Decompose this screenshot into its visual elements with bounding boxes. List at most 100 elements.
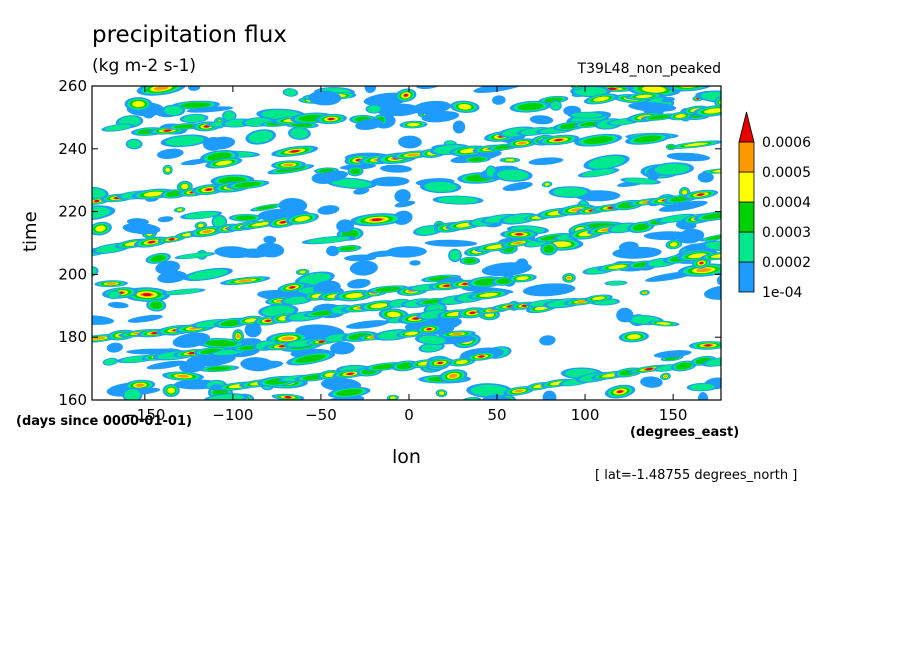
precip-contour: [188, 86, 201, 91]
precip-contour: [235, 215, 256, 221]
precip-contour: [716, 274, 721, 287]
precip-contour: [703, 285, 721, 300]
precip-contour: [283, 163, 294, 167]
precip-contour: [660, 214, 693, 223]
precip-contour: [335, 389, 363, 396]
precip-contour: [295, 354, 326, 363]
plot-frame: [91, 85, 722, 401]
precip-contour: [409, 260, 421, 266]
x-tick-label: 150: [659, 406, 688, 424]
colorbar-label: 0.0002: [762, 255, 811, 271]
precip-contour: [142, 293, 152, 297]
precip-contour: [528, 157, 564, 166]
precip-contour: [284, 88, 297, 97]
precip-contour: [104, 124, 131, 131]
precip-contour: [460, 396, 481, 400]
precip-contour: [593, 96, 610, 102]
precip-contour: [627, 334, 641, 340]
precip-contour: [386, 311, 401, 318]
precip-contour: [512, 241, 524, 245]
x-axis-ticks: −150 −100 −50 0 50 100 150: [124, 86, 687, 424]
precip-contour: [689, 383, 715, 391]
precip-contour: [187, 269, 228, 280]
precip-contour: [153, 86, 169, 91]
precip-contour: [612, 246, 662, 259]
precip-contour: [318, 340, 325, 343]
precip-contour: [331, 178, 372, 188]
precip-contour: [330, 341, 355, 355]
precip-contour: [443, 284, 451, 287]
precip-contour: [497, 169, 529, 181]
precip-contour: [163, 129, 172, 132]
precip-contour: [367, 105, 381, 113]
precip-contour: [244, 322, 262, 338]
colorbar-label: 1e-04: [762, 285, 802, 301]
precip-contour: [248, 130, 273, 144]
precip-contour: [201, 229, 213, 234]
precip-contour: [697, 171, 714, 183]
precip-contour: [712, 169, 721, 173]
precip-contour: [606, 281, 626, 286]
precip-contour: [424, 239, 478, 247]
precip-contour: [345, 320, 389, 329]
precip-contour: [616, 307, 634, 323]
precip-contour: [281, 336, 295, 341]
colorbar-label: 0.0006: [762, 135, 811, 151]
precip-contour: [462, 397, 479, 400]
precip-contour: [542, 390, 557, 400]
precip-contour: [449, 250, 461, 261]
precip-contour: [705, 357, 721, 366]
precip-contour: [180, 102, 211, 108]
precip-contour: [313, 280, 341, 295]
precip-contour: [178, 252, 212, 259]
precip-contour: [705, 241, 721, 251]
precip-contour: [164, 105, 183, 116]
precip-contour: [421, 299, 442, 305]
precip-contour: [127, 139, 141, 149]
precip-contour: [706, 234, 721, 240]
x-axis-units: (degrees_east): [630, 425, 740, 440]
precip-contour: [237, 248, 270, 258]
precip-contour: [505, 158, 515, 162]
precip-contour: [394, 189, 411, 203]
precip-contour: [132, 100, 145, 108]
precip-contour: [571, 112, 603, 118]
y-tick-label: 180: [58, 328, 87, 346]
colorbar-swatch: [738, 141, 755, 173]
precip-contour: [367, 250, 399, 258]
precip-contour: [283, 296, 310, 304]
precip-contour: [503, 214, 535, 224]
precip-contour: [451, 332, 463, 336]
precip-contour: [492, 95, 506, 105]
precip-contour: [398, 135, 422, 149]
precip-contour: [661, 97, 675, 103]
precip-contour: [403, 93, 408, 97]
precip-contour: [364, 86, 377, 94]
precip-contour: [654, 163, 690, 175]
precip-contour: [658, 200, 708, 212]
precip-contour: [574, 86, 607, 97]
y-tick-label: 200: [58, 265, 87, 283]
precip-contour: [92, 188, 106, 199]
precip-contour: [182, 114, 206, 123]
precip-contour: [581, 168, 616, 177]
y-tick-label: 240: [58, 140, 87, 158]
precip-contour: [336, 219, 354, 233]
precip-contour: [656, 322, 671, 325]
precip-contour: [371, 218, 383, 222]
precip-contour: [632, 223, 650, 231]
precip-contour: [94, 199, 100, 203]
precip-contour: [583, 136, 614, 145]
x-tick-label: 0: [404, 406, 414, 424]
precip-contour: [416, 226, 441, 235]
x-tick-label: −150: [124, 406, 165, 424]
precip-contour: [647, 114, 672, 120]
precip-contour: [481, 394, 511, 400]
precip-contour: [394, 200, 416, 208]
precip-contour: [462, 282, 469, 286]
precip-contour: [150, 254, 167, 262]
y-tick-label: 260: [58, 77, 87, 95]
precip-contour: [184, 211, 218, 219]
colorbar-label: 0.0004: [762, 195, 811, 211]
precip-contour: [640, 376, 663, 388]
